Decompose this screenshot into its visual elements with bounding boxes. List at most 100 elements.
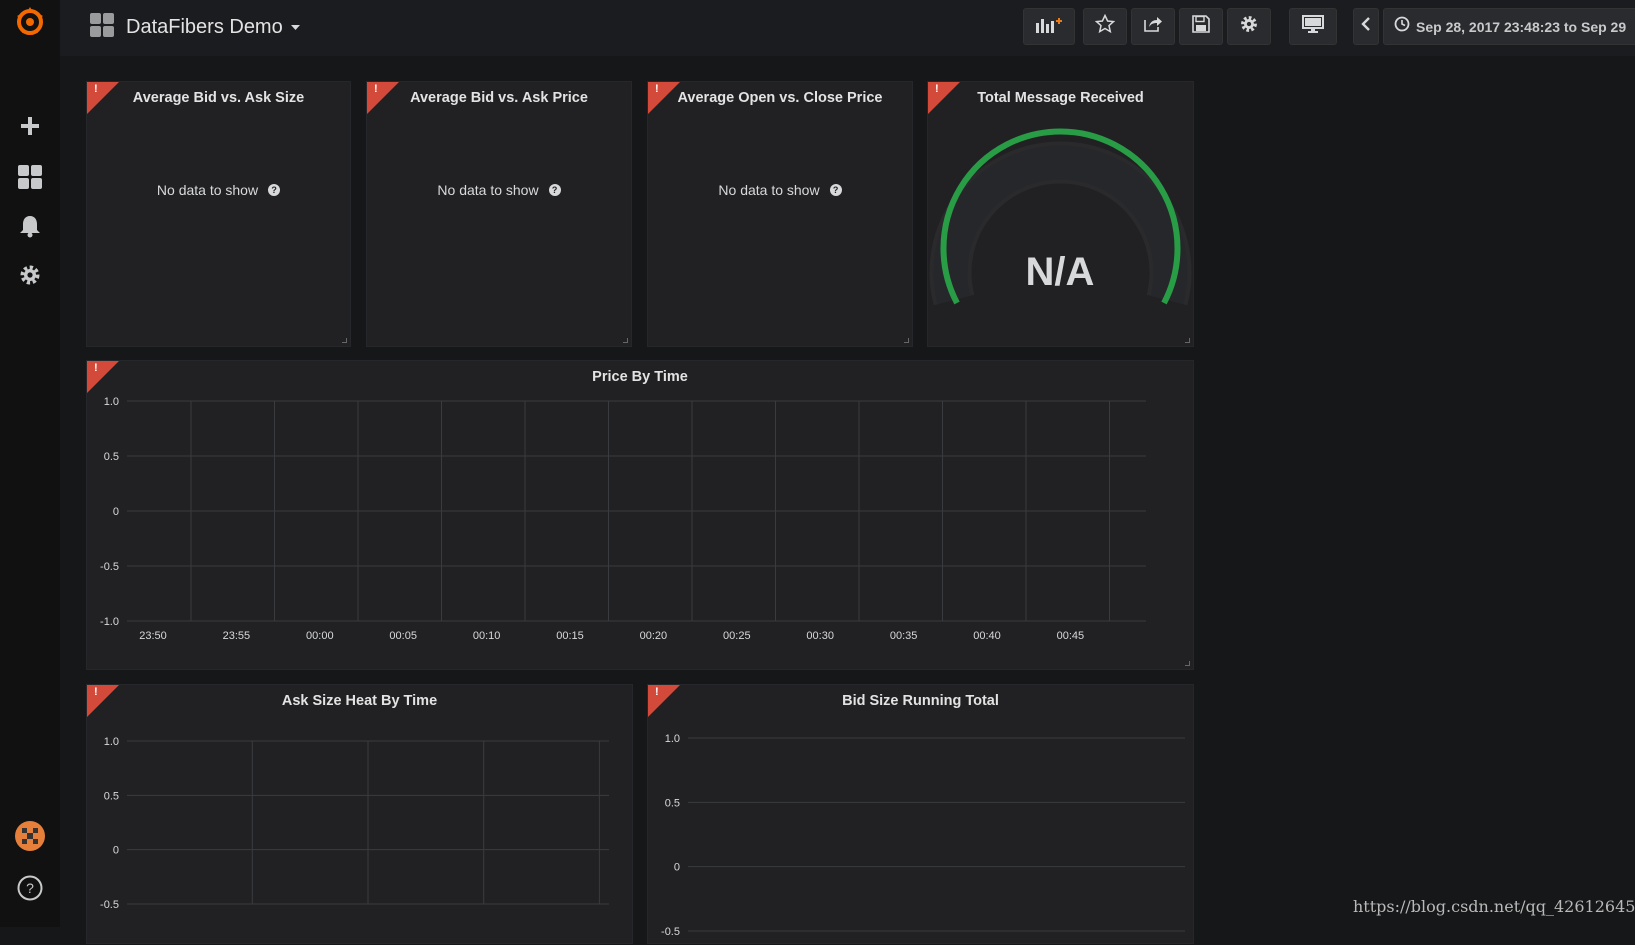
save-icon: [1192, 15, 1210, 38]
bell-icon[interactable]: [0, 204, 60, 248]
panel-average-bid-vs-ask-size[interactable]: ! Average Bid vs. Ask Size No data to sh…: [86, 81, 351, 347]
alert-mark: !: [94, 686, 98, 698]
y-tick-label: -0.5: [100, 561, 119, 573]
alert-mark: !: [94, 362, 98, 374]
x-tick-label: 00:20: [640, 630, 668, 642]
x-tick-label: 00:40: [973, 630, 1001, 642]
y-tick-label: 0: [113, 506, 119, 518]
x-tick-label: 00:10: [473, 630, 501, 642]
panel-title[interactable]: Average Bid vs. Ask Size: [132, 90, 305, 106]
no-data-text: No data to show: [437, 182, 539, 198]
resize-handle[interactable]: [342, 338, 347, 343]
svg-text:?: ?: [26, 880, 34, 896]
y-tick-label: 0: [113, 845, 119, 857]
caret-down-icon: [290, 18, 300, 36]
alert-mark: !: [94, 83, 98, 95]
alert-corner[interactable]: [87, 685, 119, 717]
add-panel-button[interactable]: [1023, 8, 1075, 45]
alert-mark: !: [374, 83, 378, 95]
clock-icon: [1394, 16, 1410, 37]
y-tick-label: 0: [674, 862, 680, 874]
dashboard-title[interactable]: DataFibers Demo: [126, 15, 283, 38]
share-icon: [1143, 15, 1163, 38]
grafana-logo-icon[interactable]: [0, 0, 60, 44]
ask-heatmap-chart[interactable]: 1.0 0.5 0 -0.5: [87, 685, 632, 945]
panel-total-message-received[interactable]: ! Total Message Received N/A: [927, 81, 1194, 347]
resize-handle[interactable]: [1185, 661, 1190, 666]
x-tick-label: 00:05: [389, 630, 417, 642]
alert-mark: !: [655, 686, 659, 698]
y-tick-label: 1.0: [104, 736, 119, 748]
x-tick-label: 00:15: [556, 630, 584, 642]
x-tick-label: 00:30: [806, 630, 834, 642]
watermark: https://blog.csdn.net/qq_42612645: [1353, 897, 1635, 916]
x-tick-label: 00:45: [1057, 630, 1085, 642]
add-panel-icon: [1035, 15, 1063, 38]
share-button[interactable]: [1131, 8, 1175, 45]
gear-icon[interactable]: [0, 253, 60, 297]
side-menu: ?: [0, 0, 60, 927]
resize-handle[interactable]: [1185, 338, 1190, 343]
y-tick-label: 0.5: [104, 451, 119, 463]
dashboards-icon: [90, 12, 114, 42]
y-tick-label: 1.0: [665, 733, 680, 745]
dashboards-icon[interactable]: [0, 155, 60, 199]
y-tick-label: 1.0: [104, 396, 119, 408]
gauge-value: N/A: [1026, 250, 1095, 294]
price-chart[interactable]: 1.0 0.5 0 -0.5 -1.0 23:50 23:55 00:00 00:05 00:10…: [87, 361, 1193, 669]
question-icon[interactable]: ?: [548, 184, 561, 196]
resize-handle[interactable]: [904, 338, 909, 343]
alert-corner[interactable]: [648, 82, 680, 114]
y-tick-label: 0.5: [104, 790, 119, 802]
alert-corner[interactable]: [87, 82, 119, 114]
gauge-arc: [940, 128, 1181, 305]
y-tick-label: -0.5: [661, 926, 680, 938]
gear-icon: [1239, 14, 1259, 39]
panel-title[interactable]: Price By Time: [592, 369, 688, 385]
alert-corner[interactable]: [648, 685, 680, 717]
x-tick-label: 23:55: [223, 630, 251, 642]
panel-average-bid-vs-ask-price[interactable]: ! Average Bid vs. Ask Price No data to s…: [366, 81, 632, 347]
x-tick-label: 23:50: [139, 630, 167, 642]
panel-title[interactable]: Bid Size Running Total: [842, 693, 999, 709]
x-tick-label: 00:25: [723, 630, 751, 642]
main-area: DataFibers Demo: [60, 0, 1635, 944]
alert-mark: !: [935, 83, 939, 95]
question-icon[interactable]: ?: [829, 184, 842, 196]
navbar: DataFibers Demo: [60, 0, 1635, 56]
plus-icon[interactable]: [0, 104, 60, 148]
no-data-message: No data to show ?: [648, 182, 912, 198]
settings-button[interactable]: [1227, 8, 1271, 45]
time-back-button[interactable]: [1353, 8, 1379, 45]
alert-mark: !: [655, 83, 659, 95]
panel-title[interactable]: Average Bid vs. Ask Price: [410, 90, 588, 106]
no-data-message: No data to show ?: [367, 182, 631, 198]
y-tick-label: -1.0: [100, 616, 119, 628]
avatar[interactable]: [0, 814, 60, 858]
help-icon[interactable]: ?: [0, 866, 60, 910]
star-icon: [1094, 13, 1116, 39]
save-button[interactable]: [1179, 8, 1223, 45]
gauge: N/A: [929, 128, 1192, 306]
panel-bid-size-running-total[interactable]: ! Bid Size Running Total 1.0 0.5 0 -0.5: [647, 684, 1194, 944]
panel-price-by-time[interactable]: ! Price By Time 1.0 0.5 0 -0.5 -1.0 23:50 23:5…: [86, 360, 1194, 670]
alert-corner[interactable]: [928, 82, 960, 114]
time-range-label: Sep 28, 2017 23:48:23 to Sep 29: [1416, 18, 1627, 35]
dashboard-picker[interactable]: DataFibers Demo: [90, 12, 300, 42]
no-data-text: No data to show: [156, 182, 259, 198]
star-button[interactable]: [1083, 8, 1127, 45]
question-icon[interactable]: ?: [268, 184, 281, 196]
time-range-picker[interactable]: Sep 28, 2017 23:48:23 to Sep 29: [1383, 8, 1635, 45]
panel-title[interactable]: Average Open vs. Close Price: [677, 90, 883, 106]
view-mode-button[interactable]: [1289, 8, 1337, 45]
resize-handle[interactable]: [623, 338, 628, 343]
alert-corner[interactable]: [87, 361, 119, 393]
panel-title[interactable]: Ask Size Heat By Time: [281, 693, 438, 709]
x-tick-label: 00:35: [890, 630, 918, 642]
x-tick-label: 00:00: [306, 630, 334, 642]
panel-title[interactable]: Total Message Received: [977, 90, 1144, 106]
bid-total-chart[interactable]: 1.0 0.5 0 -0.5: [648, 685, 1193, 945]
panel-ask-size-heat-by-time[interactable]: ! Ask Size Heat By Time 1.0 0.5 0 -0.5: [86, 684, 633, 944]
alert-corner[interactable]: [367, 82, 399, 114]
panel-average-open-vs-close-price[interactable]: ! Average Open vs. Close Price No data t…: [647, 81, 913, 347]
